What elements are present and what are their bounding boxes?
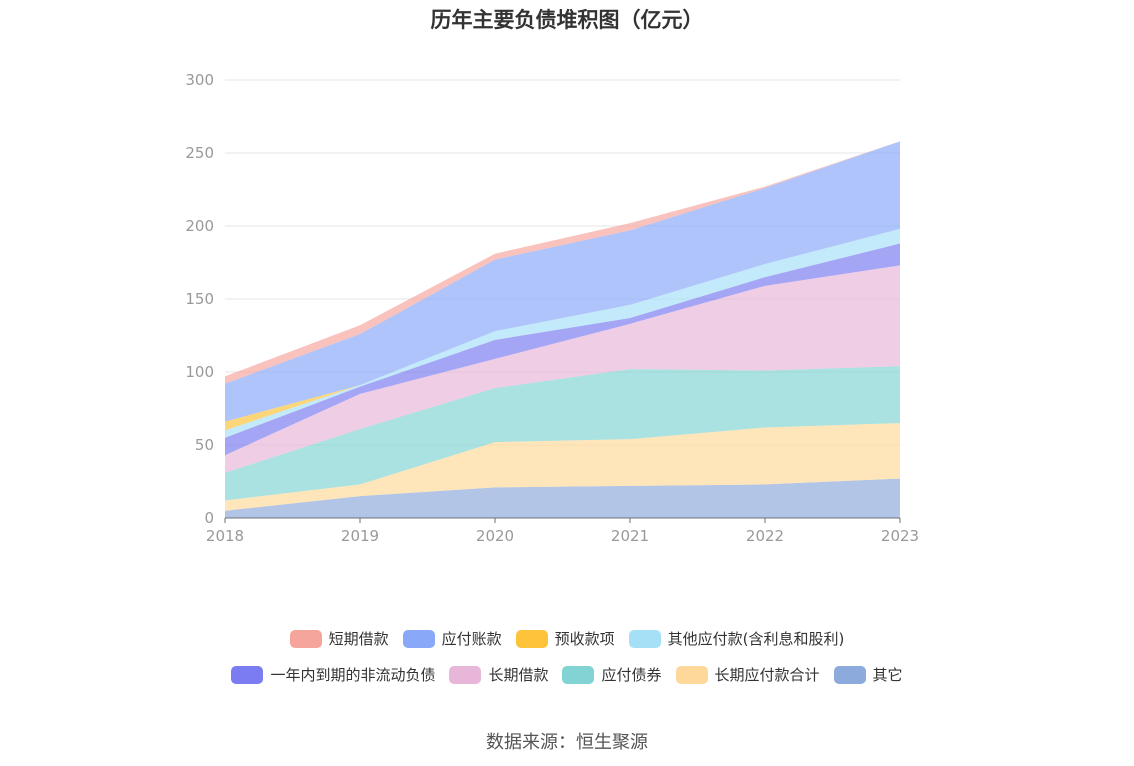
legend-item[interactable]: 预收款项 — [515, 628, 615, 649]
x-tick-label: 2019 — [341, 527, 379, 545]
area-series-3 — [225, 265, 900, 473]
legend-label: 其它 — [872, 666, 903, 684]
x-tick-label: 2022 — [746, 527, 784, 545]
legend-item[interactable]: 应付债券 — [562, 664, 662, 685]
y-tick-label: 50 — [195, 436, 214, 454]
axes: 0 50 100 150 200 250 300 2018 2019 2020 2021 2022 20… — [185, 71, 919, 545]
area-series-layer — [225, 141, 900, 518]
y-tick-label: 300 — [185, 71, 214, 89]
legend-item[interactable]: 短期借款 — [289, 628, 389, 649]
y-tick-label: 100 — [185, 363, 214, 381]
legend-label: 预收款项 — [554, 630, 615, 648]
area-series-1 — [225, 423, 900, 511]
legend-swatch — [675, 665, 708, 684]
legend-row: 一年内到期的非流动负债 长期借款 应付债券 长期应付款合计 其它 — [0, 664, 1134, 685]
area-series-7 — [225, 141, 900, 422]
legend-swatch — [562, 665, 595, 684]
legend-label: 短期借款 — [328, 630, 389, 648]
x-tick-label: 2018 — [206, 527, 244, 545]
data-source: 数据来源：恒生聚源 — [486, 732, 648, 753]
legend-row: 短期借款 应付账款 预收款项 其他应付款(含利息和股利) — [0, 628, 1134, 649]
legend: 短期借款 应付账款 预收款项 其他应付款(含利息和股利) 一年内到期的非流动负债 长期借款… — [0, 628, 1134, 700]
x-tick-label: 2023 — [881, 527, 919, 545]
legend-swatch — [833, 665, 866, 684]
legend-label: 应付账款 — [441, 630, 502, 648]
legend-swatch — [231, 665, 264, 684]
legend-label: 一年内到期的非流动负债 — [270, 666, 436, 684]
y-tick-label: 200 — [185, 217, 214, 235]
legend-label: 应付债券 — [601, 666, 662, 684]
legend-item[interactable]: 其他应付款(含利息和股利) — [628, 628, 845, 649]
area-series-0 — [225, 478, 900, 518]
legend-item[interactable]: 一年内到期的非流动负债 — [231, 664, 435, 685]
area-series-2 — [225, 366, 900, 501]
y-tick-label: 150 — [185, 290, 214, 308]
legend-swatch — [402, 629, 435, 648]
legend-item[interactable]: 长期借款 — [449, 664, 548, 685]
legend-item[interactable]: 长期应付款合计 — [675, 664, 820, 685]
area-series-5 — [225, 228, 900, 438]
x-tick-label: 2020 — [476, 527, 514, 545]
legend-swatch — [449, 665, 482, 684]
legend-swatch — [289, 629, 322, 648]
area-series-4 — [225, 243, 900, 456]
legend-swatch — [515, 629, 548, 648]
x-tick-label: 2021 — [611, 527, 649, 545]
y-tick-label: 0 — [204, 509, 214, 527]
legend-label: 长期应付款合计 — [714, 666, 820, 684]
y-tick-label: 250 — [185, 144, 214, 162]
legend-item[interactable]: 其它 — [833, 664, 903, 685]
legend-swatch — [628, 629, 661, 648]
legend-item[interactable]: 应付账款 — [402, 628, 502, 649]
chart-title: 历年主要负债堆积图（亿元） — [430, 8, 704, 32]
legend-label: 长期借款 — [488, 666, 549, 684]
legend-label: 其他应付款(含利息和股利) — [667, 630, 845, 648]
